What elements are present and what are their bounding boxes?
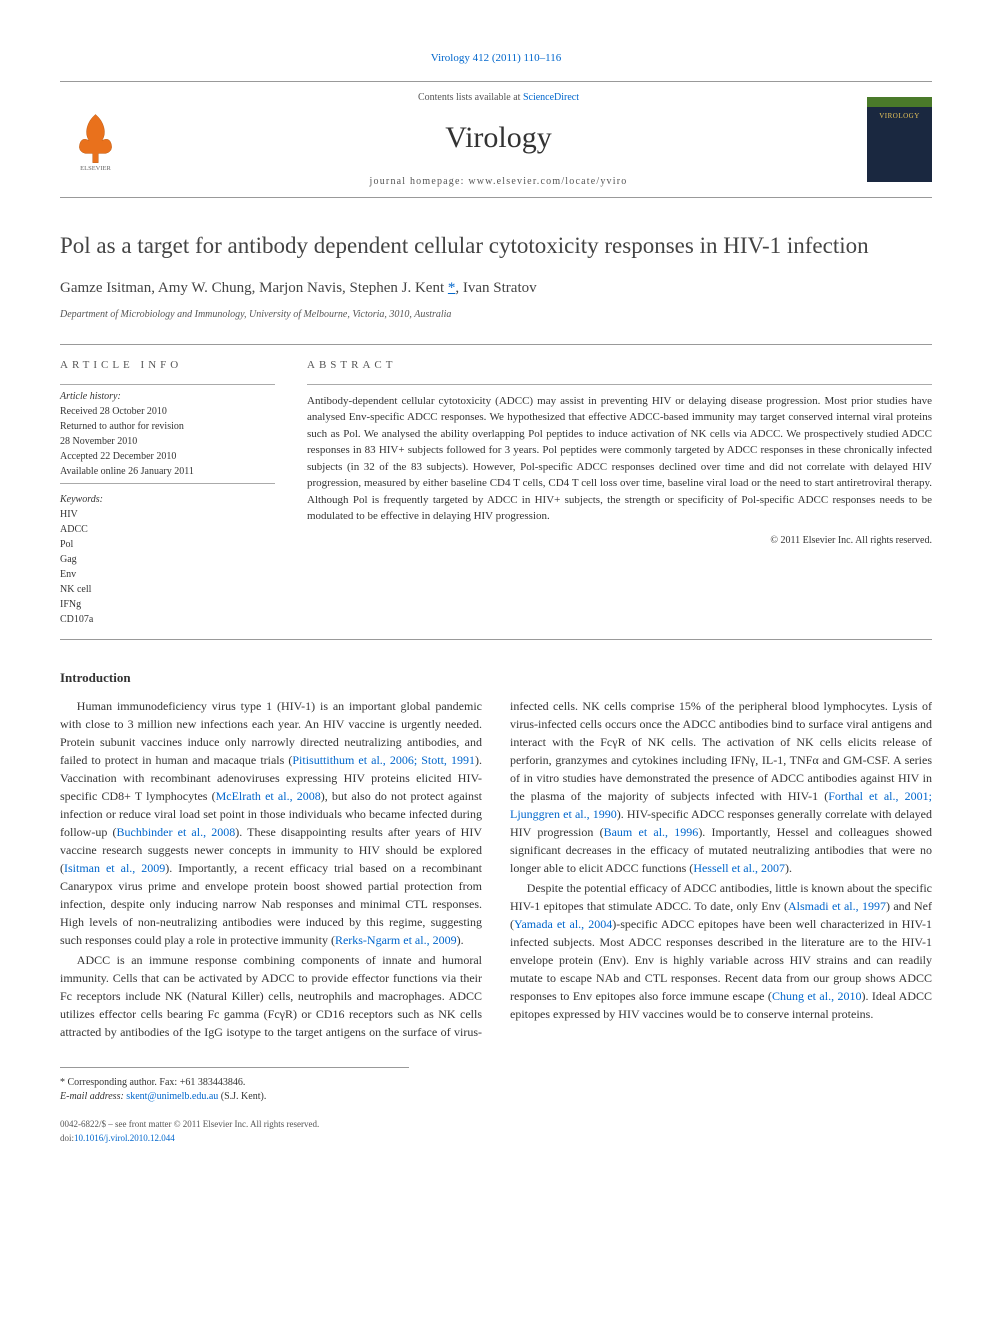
history-label: Article history: <box>60 389 275 404</box>
ref-link[interactable]: Yamada et al., 2004 <box>514 917 612 931</box>
keyword: HIV <box>60 507 275 522</box>
keyword: Pol <box>60 537 275 552</box>
page: Virology 412 (2011) 110–116 ELSEVIER Con… <box>0 0 992 1195</box>
ref-link[interactable]: Isitman et al., 2009 <box>64 861 165 875</box>
authors-text: Gamze Isitman, Amy W. Chung, Marjon Navi… <box>60 280 448 296</box>
history-line: Received 28 October 2010 <box>60 404 275 419</box>
sciencedirect-link[interactable]: ScienceDirect <box>523 92 579 103</box>
email-line: E-mail address: skent@unimelb.edu.au (S.… <box>60 1090 932 1104</box>
affiliation: Department of Microbiology and Immunolog… <box>60 307 932 322</box>
article-title: Pol as a target for antibody dependent c… <box>60 230 932 261</box>
keyword: ADCC <box>60 522 275 537</box>
authors-rest: , Ivan Stratov <box>455 280 536 296</box>
ref-link[interactable]: Pitisuttithum et al., 2006; Stott, 1991 <box>292 753 475 767</box>
info-heading: article info <box>60 357 275 374</box>
ref-link[interactable]: Rerks-Ngarm et al., 2009 <box>335 933 457 947</box>
ref-link[interactable]: Buchbinder et al., 2008 <box>116 825 235 839</box>
body-columns: Human immunodeficiency virus type 1 (HIV… <box>60 697 932 1041</box>
info-abstract-row: article info Article history: Received 2… <box>60 344 932 640</box>
citation-link[interactable]: Virology 412 (2011) 110–116 <box>431 52 561 64</box>
history-line: Available online 26 January 2011 <box>60 464 275 479</box>
email-label: E-mail address: <box>60 1091 126 1102</box>
ref-link[interactable]: McElrath et al., 2008 <box>216 789 321 803</box>
abstract-heading: abstract <box>307 357 932 374</box>
body-paragraph: Human immunodeficiency virus type 1 (HIV… <box>60 697 482 949</box>
elsevier-logo: ELSEVIER <box>60 104 130 174</box>
journal-header: ELSEVIER Contents lists available at Sci… <box>60 81 932 198</box>
ref-link[interactable]: Baum et al., 1996 <box>604 825 699 839</box>
doi-prefix: doi: <box>60 1133 74 1143</box>
history-line: 28 November 2010 <box>60 434 275 449</box>
keyword: Gag <box>60 552 275 567</box>
abstract-rule <box>307 384 932 385</box>
abstract-copyright: © 2011 Elsevier Inc. All rights reserved… <box>307 533 932 548</box>
journal-title: Virology <box>130 115 867 160</box>
homepage-line: journal homepage: www.elsevier.com/locat… <box>130 174 867 189</box>
keyword: NK cell <box>60 582 275 597</box>
footnote-rule <box>60 1067 409 1068</box>
ref-link[interactable]: Hessell et al., 2007 <box>693 861 785 875</box>
doi-line: doi:10.1016/j.virol.2010.12.044 <box>60 1132 932 1146</box>
keyword: IFNg <box>60 597 275 612</box>
email-suffix: (S.J. Kent). <box>218 1091 266 1102</box>
contents-prefix: Contents lists available at <box>418 92 523 103</box>
abstract-text: Antibody-dependent cellular cytotoxicity… <box>307 393 932 525</box>
author-list: Gamze Isitman, Amy W. Chung, Marjon Navi… <box>60 277 932 300</box>
abstract-column: abstract Antibody-dependent cellular cyt… <box>307 357 932 627</box>
homepage-prefix: journal homepage: <box>370 176 469 187</box>
journal-center: Contents lists available at ScienceDirec… <box>130 90 867 189</box>
email-link[interactable]: skent@unimelb.edu.au <box>126 1091 218 1102</box>
keywords-label: Keywords: <box>60 492 275 507</box>
issn-line: 0042-6822/$ – see front matter © 2011 El… <box>60 1118 932 1132</box>
cover-band <box>867 97 932 107</box>
ref-link[interactable]: Alsmadi et al., 1997 <box>788 899 886 913</box>
history-line: Returned to author for revision <box>60 419 275 434</box>
keyword: CD107a <box>60 612 275 627</box>
ref-link[interactable]: Chung et al., 2010 <box>772 989 862 1003</box>
keyword: Env <box>60 567 275 582</box>
homepage-url: www.elsevier.com/locate/yviro <box>468 176 627 187</box>
contents-line: Contents lists available at ScienceDirec… <box>130 90 867 105</box>
elsevier-tree-icon: ELSEVIER <box>63 107 128 172</box>
body-paragraph: Despite the potential efficacy of ADCC a… <box>510 879 932 1023</box>
journal-cover-thumb: VIROLOGY <box>867 97 932 182</box>
corresponding-author: * Corresponding author. Fax: +61 3834438… <box>60 1076 932 1090</box>
intro-heading: Introduction <box>60 668 932 688</box>
citation-header: Virology 412 (2011) 110–116 <box>60 50 932 67</box>
cover-label: VIROLOGY <box>867 111 932 122</box>
article-info-column: article info Article history: Received 2… <box>60 357 275 627</box>
history-line: Accepted 22 December 2010 <box>60 449 275 464</box>
footnote-block: * Corresponding author. Fax: +61 3834438… <box>60 1076 932 1104</box>
info-rule <box>60 483 275 484</box>
doi-link[interactable]: 10.1016/j.virol.2010.12.044 <box>74 1133 175 1143</box>
info-rule <box>60 384 275 385</box>
svg-text:ELSEVIER: ELSEVIER <box>80 165 111 172</box>
bottom-meta: 0042-6822/$ – see front matter © 2011 El… <box>60 1118 932 1145</box>
